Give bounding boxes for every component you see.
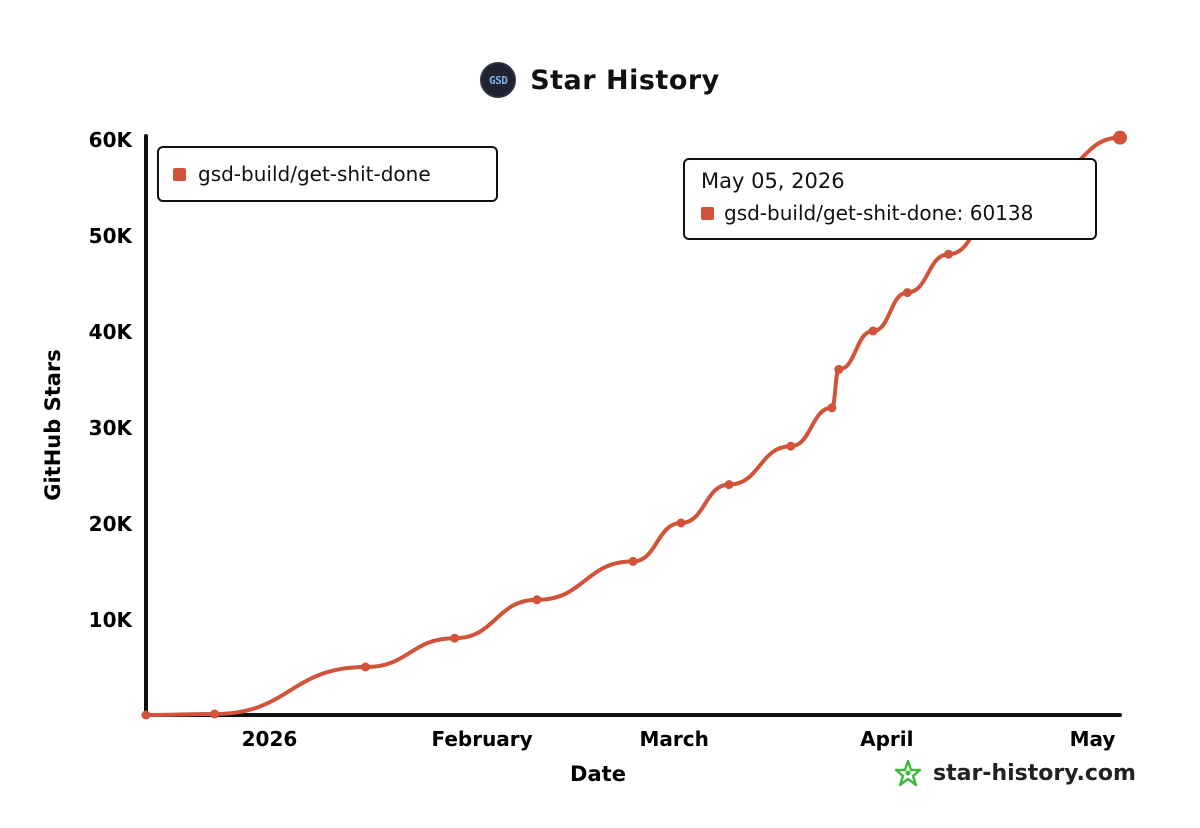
series-group xyxy=(141,130,1127,720)
data-point xyxy=(210,709,220,719)
data-point xyxy=(724,480,734,490)
y-tick-label: 50K xyxy=(89,224,134,248)
data-point xyxy=(360,662,370,672)
tooltip-date: May 05, 2026 xyxy=(701,169,845,193)
y-axis-ticks: 10K 20K 30K 40K 50K 60K xyxy=(89,128,134,632)
x-tick-label: February xyxy=(431,727,532,751)
repo-logo-text: GSD xyxy=(489,73,508,87)
data-point xyxy=(628,556,638,566)
y-axis-title: GitHub Stars xyxy=(41,349,65,501)
x-tick-label: March xyxy=(639,727,708,751)
chart-title: Star History xyxy=(530,64,720,96)
y-tick-label: 40K xyxy=(89,320,134,344)
repo-logo-icon: GSD xyxy=(480,62,517,98)
data-point xyxy=(827,403,837,413)
data-point xyxy=(834,364,844,374)
series-line xyxy=(144,135,1122,717)
tooltip-swatch xyxy=(701,206,714,220)
data-point xyxy=(944,249,954,259)
legend-label: gsd-build/get-shit-done xyxy=(198,162,431,186)
y-tick-label: 60K xyxy=(89,128,134,152)
x-axis-ticks: 2026 February March April May xyxy=(242,727,1116,751)
footer-link[interactable]: star-history.com xyxy=(933,760,1136,786)
data-point xyxy=(868,326,878,336)
tooltip-value: gsd-build/get-shit-done: 60138 xyxy=(724,201,1034,225)
star-history-logo-icon xyxy=(894,759,922,787)
y-tick-label: 30K xyxy=(89,416,134,440)
data-point xyxy=(532,595,542,605)
hover-tooltip: May 05, 2026 gsd-build/get-shit-done: 60… xyxy=(683,158,1097,240)
x-tick-label: April xyxy=(860,727,913,751)
data-point xyxy=(786,441,796,451)
data-point xyxy=(1113,130,1127,145)
axes xyxy=(144,134,1122,717)
footer-brand[interactable]: star-history.com xyxy=(893,758,1136,788)
legend-swatch xyxy=(173,167,186,181)
y-tick-label: 10K xyxy=(89,608,134,632)
x-axis-title: Date xyxy=(570,762,626,786)
data-point xyxy=(450,633,460,643)
data-point xyxy=(676,518,686,528)
tooltip-row: gsd-build/get-shit-done: 60138 xyxy=(701,201,1095,225)
data-point xyxy=(141,710,151,720)
y-tick-label: 20K xyxy=(89,512,134,536)
x-tick-label: 2026 xyxy=(242,727,298,751)
x-tick-label: May xyxy=(1070,727,1116,751)
chart-header: GSD Star History xyxy=(0,58,1200,102)
legend[interactable]: gsd-build/get-shit-done xyxy=(157,146,498,202)
data-point xyxy=(902,288,912,298)
